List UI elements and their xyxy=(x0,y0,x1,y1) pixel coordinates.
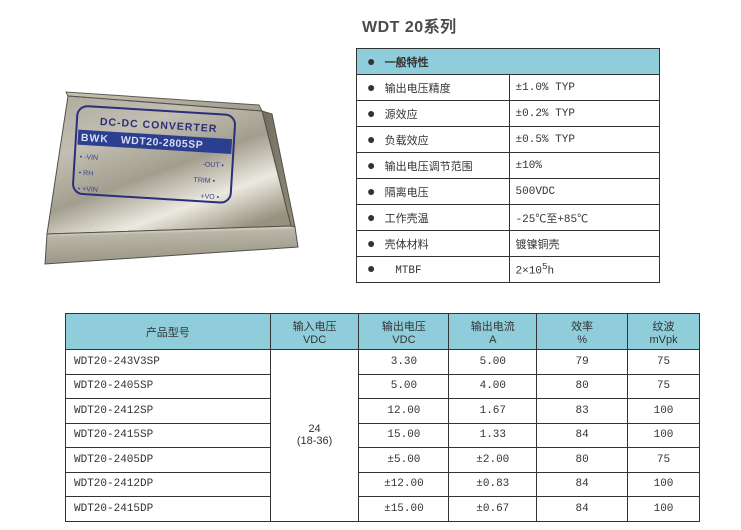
svg-text:+VO •: +VO • xyxy=(200,193,220,201)
svg-text:-OUT •: -OUT • xyxy=(202,161,224,169)
svg-text:TRIM •: TRIM • xyxy=(193,177,215,185)
svg-text:BWK: BWK xyxy=(81,132,110,146)
svg-text:• +VIN: • +VIN xyxy=(78,186,99,194)
svg-text:• RH: • RH xyxy=(79,170,94,178)
svg-text:• -VIN: • -VIN xyxy=(79,154,98,162)
